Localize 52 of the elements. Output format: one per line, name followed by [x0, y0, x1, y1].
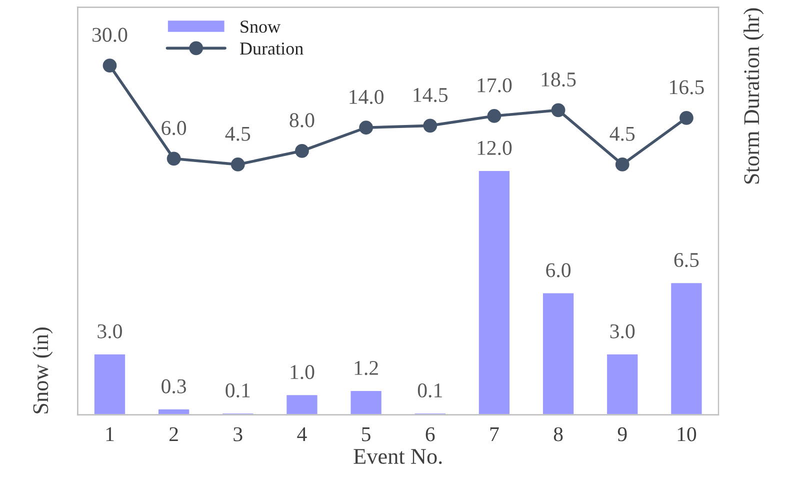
legend-label: Snow	[240, 20, 281, 33]
x-tick-label: 3	[234, 427, 242, 442]
data-label: 0.1	[418, 383, 442, 398]
bar	[285, 394, 319, 415]
data-label: 6.5	[674, 253, 699, 268]
data-label: 17.0	[478, 78, 512, 92]
x-tick-label: 2	[170, 427, 178, 442]
x-tick-label: 4	[297, 427, 307, 442]
point	[487, 109, 502, 123]
point	[551, 103, 566, 118]
bar	[670, 282, 704, 415]
data-label: 16.5	[670, 80, 704, 94]
legend-label: Duration	[240, 42, 304, 55]
x-tick-label: 7	[490, 427, 499, 442]
bar	[606, 352, 640, 415]
bar	[93, 352, 126, 415]
data-label: 12.0	[478, 140, 512, 156]
point	[359, 120, 373, 135]
data-label: 6.0	[546, 263, 571, 278]
point	[230, 158, 245, 172]
data-label: 4.5	[225, 126, 250, 141]
data-label: 18.5	[542, 72, 576, 87]
bar	[349, 390, 383, 415]
data-label: 30.0	[92, 28, 128, 42]
bar	[542, 292, 576, 415]
x-axis-title: Event No.	[354, 449, 442, 464]
data-label: 1.0	[290, 365, 314, 380]
data-label: 14.0	[350, 90, 384, 104]
x-tick-label: 8	[554, 427, 563, 442]
data-label: 6.0	[162, 120, 186, 136]
bar	[478, 170, 511, 415]
data-label: 0.1	[226, 383, 250, 398]
data-label: 1.2	[354, 361, 378, 376]
point	[166, 152, 181, 166]
data-label: 0.3	[162, 379, 186, 394]
x-tick-label: 5	[362, 427, 370, 442]
data-label: 3.0	[98, 324, 122, 338]
data-label: 4.5	[610, 126, 635, 141]
data-label: 8.0	[290, 113, 314, 128]
point	[102, 58, 117, 72]
x-tick-label: 10	[678, 427, 696, 442]
point	[423, 118, 438, 133]
data-label: 3.0	[610, 324, 635, 338]
point	[295, 144, 309, 158]
x-tick-label: 6	[426, 427, 435, 442]
data-label: 14.5	[414, 88, 448, 102]
point	[615, 158, 630, 172]
y-axis-title: Snow (in)	[32, 328, 53, 414]
point	[680, 110, 694, 125]
x-tick-label: 9	[618, 427, 627, 442]
y2-axis-title: Storm Duration (hr)	[743, 8, 764, 184]
x-tick-label: 1	[106, 427, 114, 442]
